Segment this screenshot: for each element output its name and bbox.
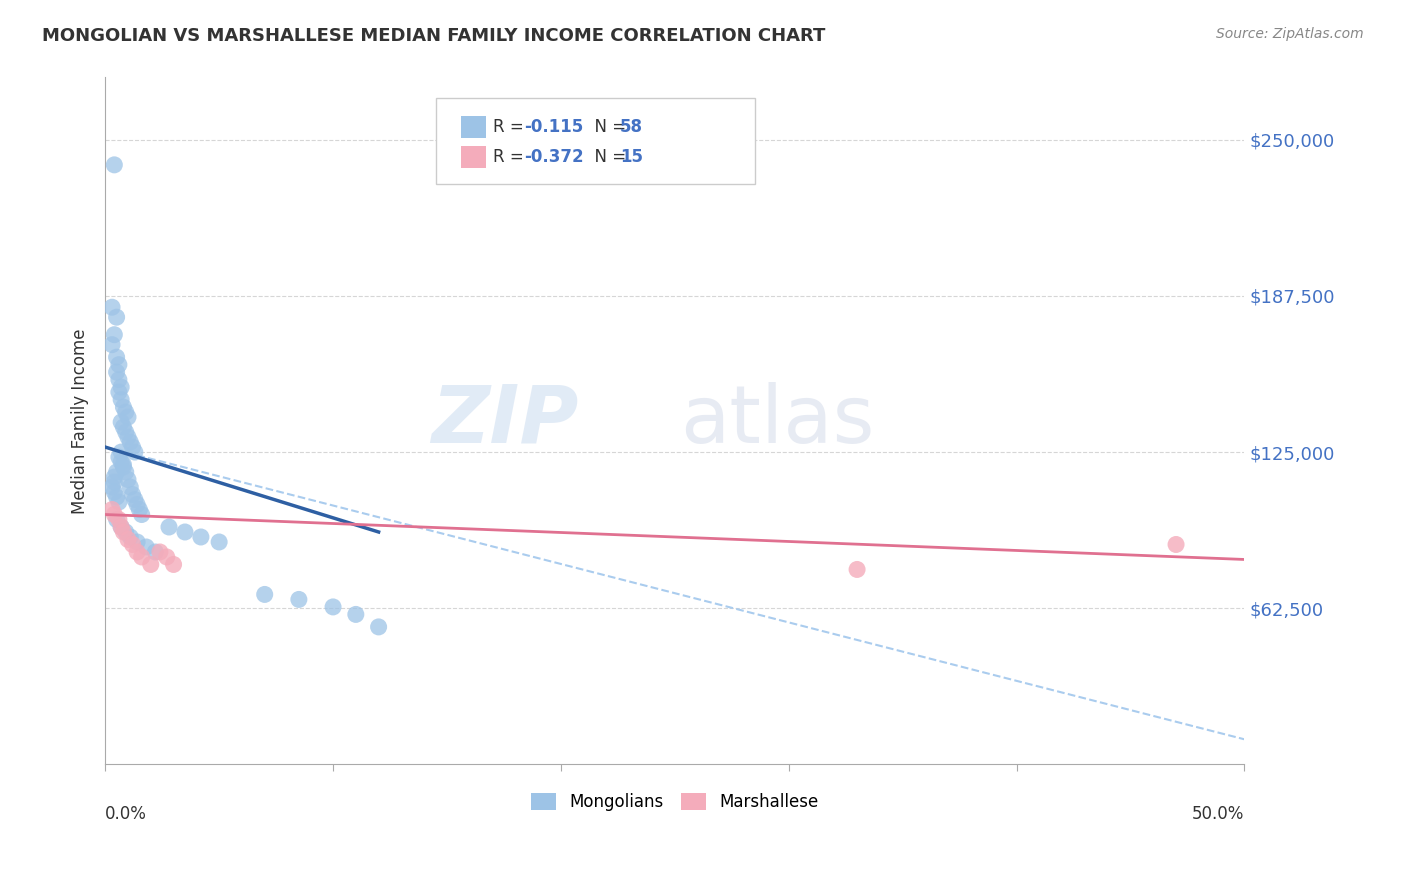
Point (117, 533, 139, 547)
Point (101, 337, 124, 351)
Text: MONGOLIAN VS MARSHALLESE MEDIAN FAMILY INCOME CORRELATION CHART: MONGOLIAN VS MARSHALLESE MEDIAN FAMILY I… (42, 27, 825, 45)
Text: ZIP: ZIP (430, 382, 578, 460)
Point (108, 373, 131, 387)
Point (103, 327, 125, 342)
Point (105, 365, 128, 379)
Point (105, 310, 128, 325)
Point (110, 445, 132, 459)
Point (105, 490, 128, 504)
Legend: Mongolians, Marshallese: Mongolians, Marshallese (524, 786, 825, 818)
Point (128, 502, 150, 516)
Point (174, 524, 197, 539)
Point (117, 473, 139, 487)
Point (110, 380, 132, 394)
Point (112, 400, 135, 414)
Point (846, 562, 869, 576)
Point (190, 530, 212, 544)
Point (101, 502, 124, 516)
Point (288, 592, 311, 607)
Point (124, 492, 146, 507)
Point (103, 508, 125, 522)
Point (127, 498, 149, 512)
Point (127, 535, 149, 549)
Point (103, 470, 125, 484)
Text: Source: ZipAtlas.com: Source: ZipAtlas.com (1216, 27, 1364, 41)
Point (110, 415, 132, 429)
Point (103, 485, 125, 500)
Point (139, 558, 162, 572)
Point (121, 440, 143, 454)
Text: R =: R = (492, 148, 529, 166)
Point (367, 620, 389, 634)
Point (108, 495, 131, 509)
Text: 15: 15 (620, 148, 643, 166)
Point (112, 460, 135, 475)
Point (322, 599, 344, 614)
Text: R =: R = (492, 118, 529, 136)
Point (117, 430, 139, 444)
Text: N =: N = (583, 148, 631, 166)
Point (112, 458, 135, 472)
Point (112, 524, 135, 539)
Text: N =: N = (583, 118, 631, 136)
Point (101, 300, 124, 314)
Point (110, 520, 132, 534)
Point (110, 392, 132, 407)
Text: 58: 58 (620, 118, 643, 136)
Point (114, 465, 136, 479)
Point (124, 445, 146, 459)
Point (149, 545, 172, 559)
Point (114, 405, 136, 419)
Point (103, 158, 125, 172)
Text: atlas: atlas (681, 382, 875, 460)
Point (344, 607, 367, 622)
Text: -0.115: -0.115 (524, 118, 583, 136)
Point (121, 537, 143, 551)
Point (162, 558, 184, 572)
Point (114, 524, 136, 539)
Point (120, 530, 142, 544)
Point (108, 512, 131, 526)
Point (208, 535, 231, 549)
Point (110, 455, 132, 469)
Point (101, 480, 124, 494)
Point (110, 520, 132, 534)
Point (143, 545, 166, 559)
Point (135, 540, 157, 554)
FancyBboxPatch shape (461, 146, 485, 168)
Point (127, 545, 149, 559)
Point (121, 487, 143, 501)
Point (108, 358, 131, 372)
Point (105, 512, 128, 526)
Point (156, 549, 179, 564)
Point (103, 475, 125, 489)
Point (131, 508, 153, 522)
Point (157, 520, 180, 534)
Point (120, 480, 142, 494)
Point (253, 587, 276, 601)
Point (1164, 537, 1187, 551)
Point (105, 465, 128, 479)
Text: -0.372: -0.372 (524, 148, 583, 166)
Point (105, 350, 128, 364)
Point (131, 549, 153, 564)
Text: 0.0%: 0.0% (105, 805, 148, 823)
FancyBboxPatch shape (436, 98, 755, 184)
Point (117, 410, 139, 425)
Y-axis label: Median Family Income: Median Family Income (72, 328, 89, 514)
Point (108, 450, 131, 464)
Point (114, 425, 136, 439)
Point (112, 420, 135, 434)
FancyBboxPatch shape (461, 116, 485, 138)
Point (120, 435, 142, 450)
Point (108, 385, 131, 400)
Text: 50.0%: 50.0% (1192, 805, 1244, 823)
